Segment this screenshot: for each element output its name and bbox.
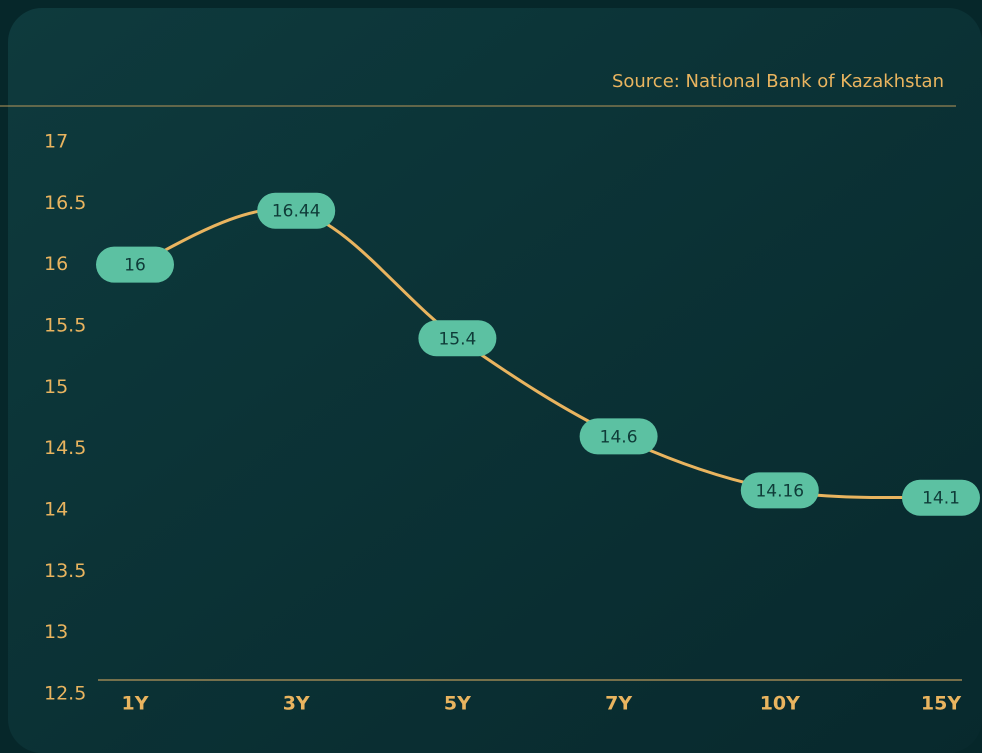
value-pill	[902, 479, 980, 516]
y-tick-label: 15	[44, 376, 68, 398]
value-label: 14.16	[755, 481, 804, 501]
x-tick-label: 10Y	[760, 693, 800, 715]
x-tick-label: 7Y	[605, 693, 632, 715]
x-tick-label: 5Y	[444, 693, 471, 715]
value-pill	[257, 192, 336, 229]
value-label: 16	[124, 256, 146, 276]
source: Source: National Bank of Kazakhstan	[612, 71, 944, 92]
y-tick-label: 12.5	[44, 683, 86, 705]
value-pill	[579, 418, 658, 455]
value-label: 14.1	[922, 489, 960, 509]
y-tick-label: 14.5	[44, 437, 86, 459]
y-tick-label: 13	[44, 621, 68, 643]
y-tick-label: 16	[44, 253, 68, 275]
y-tick-label: 16.5	[44, 192, 86, 214]
y-tick-label: 14	[44, 499, 68, 521]
value-label: 14.6	[600, 427, 638, 447]
card	[8, 8, 982, 753]
value-pill	[96, 246, 174, 283]
y-tick-label: 13.5	[44, 560, 86, 582]
value-pill	[740, 472, 819, 509]
value-label: 16.44	[272, 202, 321, 222]
y-tick-label: 17	[44, 131, 68, 153]
x-tick-label: 3Y	[283, 693, 310, 715]
x-tick-label: 15Y	[921, 693, 961, 715]
value-pill	[418, 320, 497, 357]
y-tick-label: 15.5	[44, 315, 86, 337]
value-label: 15.4	[438, 329, 476, 349]
x-tick-label: 1Y	[122, 693, 149, 715]
